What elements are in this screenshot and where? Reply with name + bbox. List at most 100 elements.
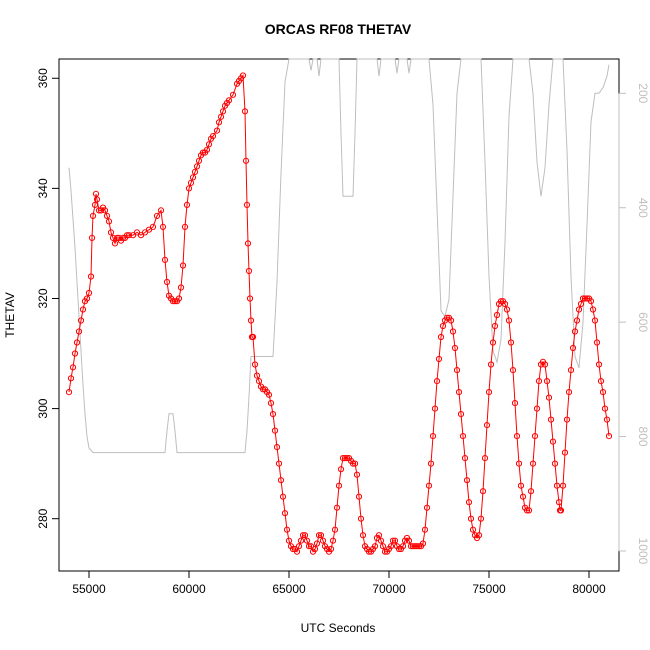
data-point [193, 163, 201, 170]
data-point [603, 416, 611, 423]
secondary-y-axis: 200 400 600 800 1000 [618, 83, 650, 565]
data-point [183, 201, 191, 208]
data-point [413, 543, 421, 550]
data-point [259, 386, 267, 393]
data-point [145, 226, 153, 233]
data-point [493, 311, 501, 319]
data-point [217, 113, 225, 120]
data-point [125, 232, 133, 239]
y-tick-label: 300 [36, 398, 50, 418]
data-point [319, 537, 327, 544]
data-point [67, 375, 75, 382]
secondary-tick-label: 200 [636, 83, 650, 103]
data-point [399, 543, 407, 550]
data-point [105, 218, 113, 225]
data-point [249, 333, 257, 341]
data-point [265, 391, 273, 398]
y-tick-label: 280 [36, 508, 50, 528]
data-point [491, 322, 499, 330]
data-point [459, 433, 467, 440]
data-point [447, 317, 455, 324]
data-point [579, 295, 587, 302]
data-point [565, 389, 573, 396]
data-point [481, 455, 489, 462]
data-point [229, 91, 237, 98]
data-point [463, 477, 471, 484]
y-axis: 280 300 320 340 360 [36, 68, 59, 529]
data-point [467, 515, 475, 522]
data-point [307, 543, 315, 550]
data-point [93, 196, 101, 203]
secondary-tick-label: 1000 [636, 538, 650, 565]
data-point [377, 537, 385, 544]
data-point [293, 548, 301, 555]
data-point [501, 300, 509, 308]
data-point [435, 355, 443, 363]
x-tick-label: 75000 [472, 582, 506, 596]
data-point [573, 317, 581, 324]
data-point [269, 411, 277, 418]
data-point [405, 537, 413, 544]
data-point [349, 460, 357, 467]
x-axis: 55000 60000 65000 70000 75000 80000 [72, 571, 606, 596]
data-point [371, 543, 379, 550]
data-point [437, 333, 445, 341]
data-point [455, 389, 463, 396]
data-point [535, 378, 543, 385]
data-point [279, 493, 287, 500]
data-point [281, 510, 289, 517]
data-point [419, 540, 427, 547]
data-point [95, 207, 103, 214]
data-point [425, 482, 433, 489]
data-point [527, 488, 535, 495]
data-point [599, 389, 607, 396]
data-point [191, 168, 199, 175]
x-tick-label: 55000 [72, 582, 106, 596]
data-point [379, 543, 387, 550]
data-point [163, 278, 171, 286]
x-tick-label: 70000 [372, 582, 406, 596]
data-point [557, 507, 565, 514]
data-point [505, 317, 513, 324]
chart-title: ORCAS RF08 THETAV [265, 21, 412, 37]
data-point [541, 361, 549, 368]
data-point [195, 157, 203, 164]
data-point [341, 455, 349, 462]
data-point [563, 416, 571, 423]
data-point [149, 223, 157, 230]
data-point [153, 212, 161, 219]
data-point [247, 317, 255, 324]
data-point [601, 405, 609, 412]
data-point [242, 157, 250, 164]
data-point [571, 328, 579, 335]
data-point [331, 526, 339, 533]
data-point [181, 223, 189, 230]
data-point [355, 493, 363, 500]
data-point [395, 545, 403, 553]
data-point [387, 543, 395, 550]
data-point [267, 400, 275, 407]
data-point [465, 499, 473, 506]
data-point [101, 207, 109, 214]
data-point [553, 482, 561, 489]
data-point [133, 229, 141, 236]
data-point [113, 234, 121, 241]
x-tick-label: 80000 [572, 582, 606, 596]
data-point [351, 460, 359, 467]
data-point [543, 378, 551, 385]
data-point [485, 389, 493, 396]
data-point [529, 460, 537, 467]
data-point [431, 405, 439, 412]
data-point [591, 317, 599, 324]
data-point [339, 455, 347, 462]
data-point [439, 322, 447, 330]
data-point [73, 339, 81, 346]
data-point [225, 97, 233, 104]
data-point [311, 545, 319, 553]
data-point [245, 267, 253, 275]
data-point [567, 367, 575, 374]
x-tick-label: 65000 [272, 582, 306, 596]
data-point [255, 378, 263, 385]
data-point [533, 405, 541, 412]
